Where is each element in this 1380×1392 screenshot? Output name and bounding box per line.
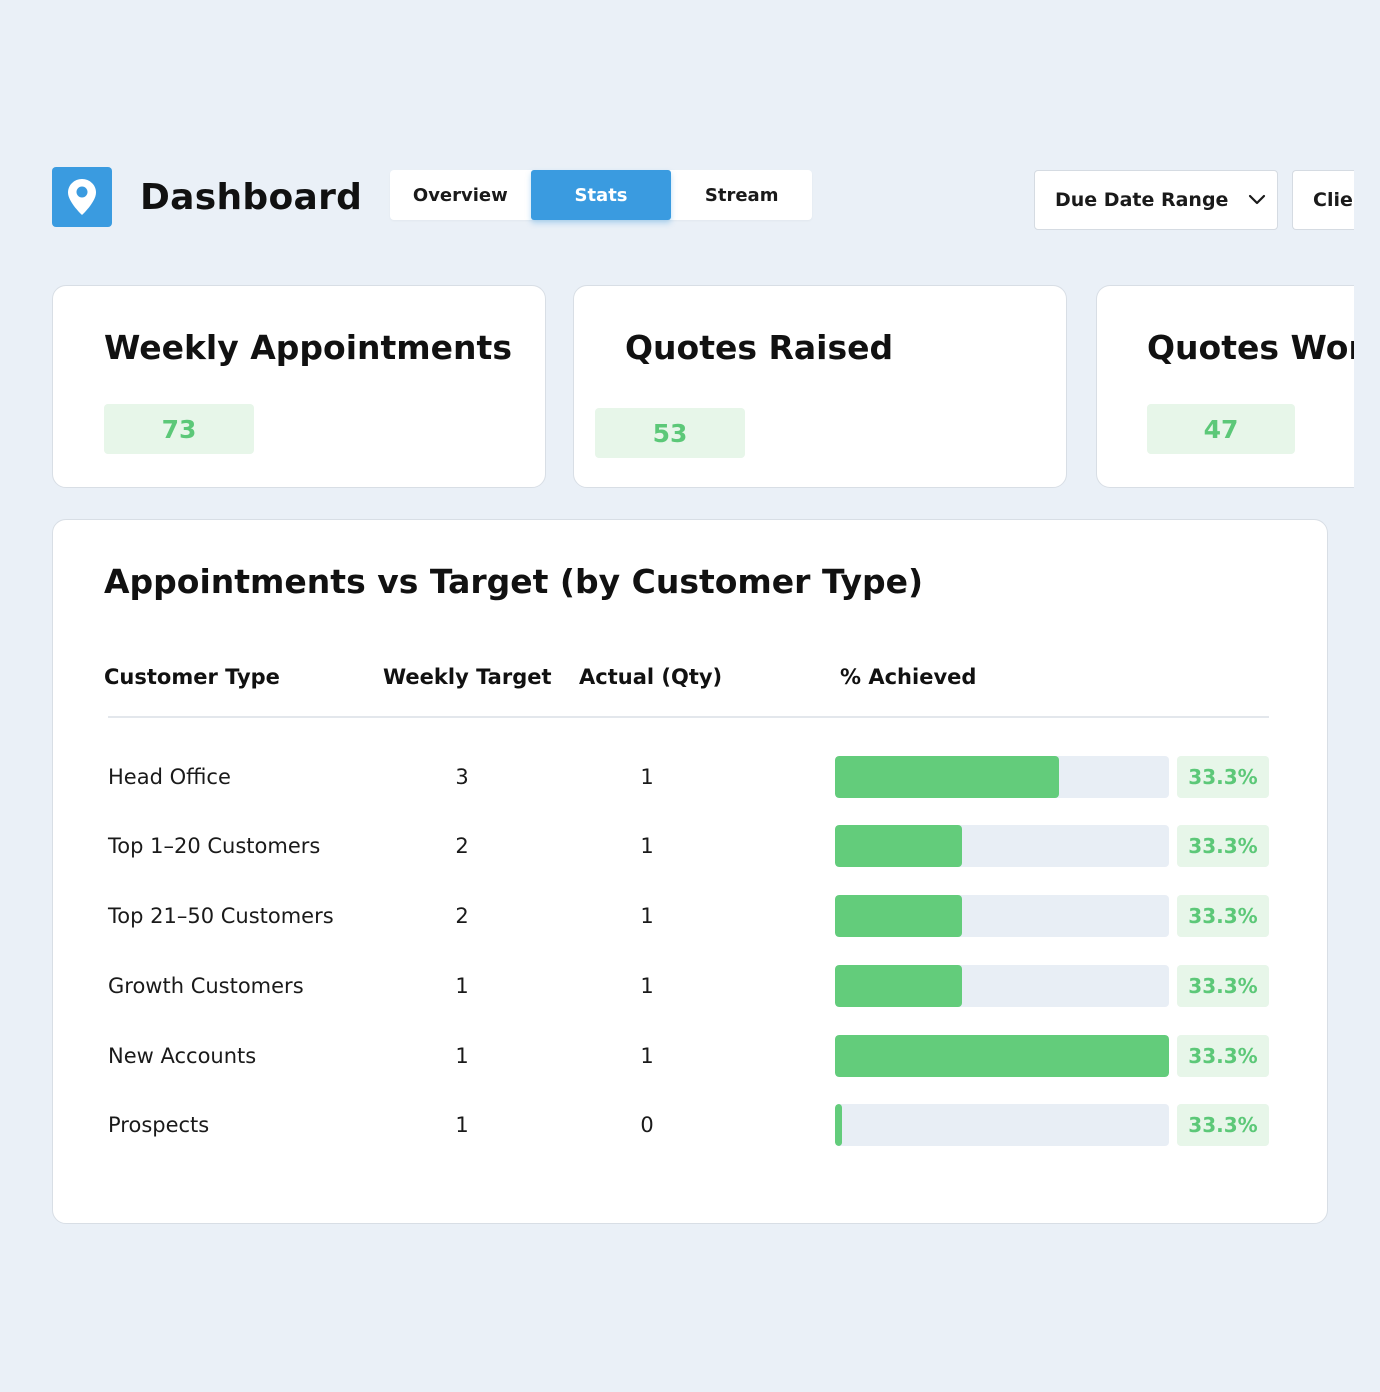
column-header-customer-type: Customer Type [104,665,280,689]
percent-achieved-badge: 33.3% [1177,1035,1269,1077]
card-title: Appointments vs Target (by Customer Type… [104,562,924,601]
customer-type-cell: New Accounts [108,1044,257,1068]
due-date-range-dropdown[interactable]: Due Date Range [1034,170,1278,230]
kpi-card-quotes-won: Quotes Won 47 [1096,285,1354,488]
customer-type-cell: Top 21–50 Customers [108,904,334,928]
tab-stats[interactable]: Stats [530,170,672,220]
progress-bar-fill [835,895,962,937]
percent-achieved-badge: 33.3% [1177,895,1269,937]
kpi-title: Weekly Appointments [104,328,512,367]
actual-qty-cell: 1 [640,834,654,858]
progress-bar-fill [835,1104,842,1146]
progress-bar-track [835,1035,1169,1077]
percent-achieved-badge: 33.3% [1177,756,1269,798]
progress-bar-fill [835,1035,1169,1077]
percent-achieved-badge: 33.3% [1177,825,1269,867]
weekly-target-cell: 1 [455,1044,469,1068]
appointments-vs-target-card: Appointments vs Target (by Customer Type… [52,519,1328,1224]
column-header-weekly-target: Weekly Target [383,665,552,689]
header-divider [108,716,1269,718]
progress-bar-fill [835,756,1059,798]
page-title: Dashboard [140,177,363,218]
progress-bar-track [835,825,1169,867]
actual-qty-cell: 1 [640,1044,654,1068]
kpi-card-quotes-raised: Quotes Raised 53 [573,285,1067,488]
weekly-target-cell: 1 [455,1113,469,1137]
actual-qty-cell: 1 [640,974,654,998]
kpi-value: 47 [1147,404,1295,454]
view-tabs: Overview Stats Stream [390,170,812,220]
map-pin-icon [68,179,96,215]
table-row: Top 21–50 Customers 2 1 33.3% [53,891,1327,941]
percent-achieved-badge: 33.3% [1177,1104,1269,1146]
table-row: Head Office 3 1 33.3% [53,752,1327,802]
actual-qty-cell: 1 [640,765,654,789]
kpi-value: 53 [595,408,745,458]
tab-stream[interactable]: Stream [704,184,779,206]
progress-bar-fill [835,965,962,1007]
customer-type-cell: Growth Customers [108,974,304,998]
customer-type-cell: Head Office [108,765,231,789]
progress-bar-fill [835,825,962,867]
client-label: Client [1313,189,1354,211]
tab-overview[interactable]: Overview [412,184,508,206]
weekly-target-cell: 2 [455,834,469,858]
table-row: Prospects 1 0 33.3% [53,1100,1327,1150]
table-row: Top 1–20 Customers 2 1 33.3% [53,821,1327,871]
app-logo [52,167,112,227]
customer-type-cell: Top 1–20 Customers [108,834,321,858]
due-date-range-label: Due Date Range [1055,189,1229,211]
progress-bar-track [835,756,1169,798]
kpi-title: Quotes Won [1147,328,1354,367]
table-row: New Accounts 1 1 33.3% [53,1031,1327,1081]
weekly-target-cell: 1 [455,974,469,998]
kpi-value: 73 [104,404,254,454]
actual-qty-cell: 0 [640,1113,654,1137]
kpi-title: Quotes Raised [625,328,894,367]
kpi-card-weekly-appointments: Weekly Appointments 73 [52,285,546,488]
progress-bar-track [835,1104,1169,1146]
customer-type-cell: Prospects [108,1113,210,1137]
actual-qty-cell: 1 [640,904,654,928]
percent-achieved-badge: 33.3% [1177,965,1269,1007]
progress-bar-track [835,895,1169,937]
chevron-down-icon [1248,194,1266,206]
column-header-percent-achieved: % Achieved [840,665,977,689]
weekly-target-cell: 3 [455,765,469,789]
table-row: Growth Customers 1 1 33.3% [53,961,1327,1011]
client-dropdown[interactable]: Client [1292,170,1354,230]
progress-bar-track [835,965,1169,1007]
column-header-actual-qty: Actual (Qty) [579,665,723,689]
weekly-target-cell: 2 [455,904,469,928]
